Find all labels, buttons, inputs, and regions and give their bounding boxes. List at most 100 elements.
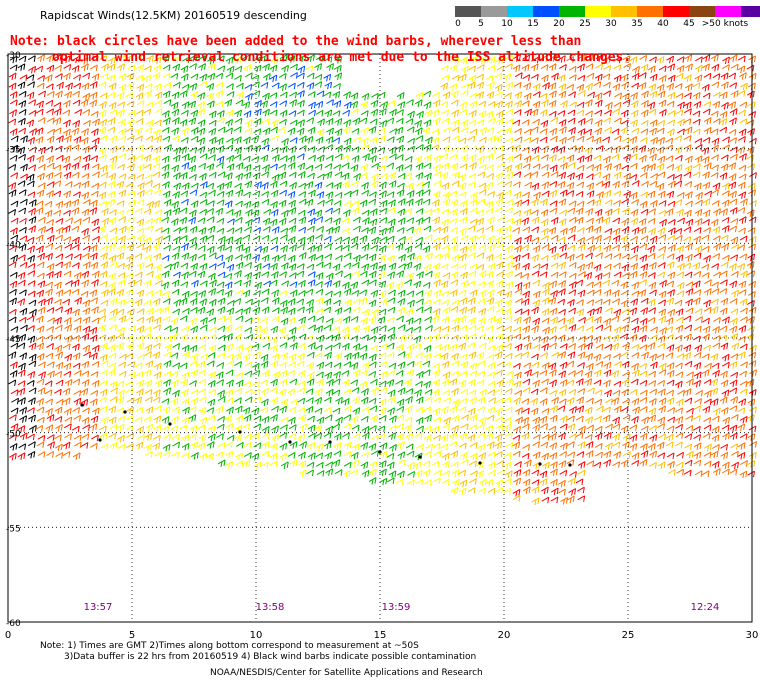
wind-barb [665, 441, 674, 449]
wind-barb [47, 370, 55, 379]
wind-barb [631, 352, 640, 359]
wind-barb [244, 452, 252, 459]
wind-barb [82, 261, 91, 269]
wind-barb [215, 405, 224, 414]
wind-barb [737, 55, 746, 63]
wind-barb [622, 371, 630, 378]
wind-barb [441, 379, 450, 387]
wind-barb [82, 299, 91, 308]
wind-barb [666, 297, 675, 306]
wind-barb [342, 342, 350, 351]
wind-barb [243, 279, 252, 288]
wind-barb [442, 460, 450, 469]
wind-barb [307, 126, 316, 135]
wind-barb [746, 90, 755, 99]
wind-barb [8, 379, 17, 387]
wind-barb [352, 298, 361, 306]
wind-barb [369, 136, 378, 145]
wind-barb [199, 181, 208, 189]
wind-barb [531, 353, 539, 360]
wind-barb [225, 118, 233, 127]
wind-barb [388, 171, 397, 180]
wind-barb [225, 254, 233, 263]
wind-barb [271, 425, 279, 434]
wind-barb [647, 342, 656, 350]
wind-barb [109, 441, 118, 450]
wind-barb [423, 353, 432, 361]
wind-barb [676, 245, 685, 253]
wind-barb [620, 406, 629, 414]
wind-barb [98, 126, 107, 135]
wind-barb [116, 396, 125, 404]
wind-barb [342, 244, 350, 252]
wind-barb [27, 270, 36, 277]
wind-barb [81, 416, 90, 425]
wind-barb [630, 119, 638, 127]
wind-barb [613, 271, 622, 279]
wind-barb [99, 396, 107, 404]
wind-barb [720, 234, 729, 242]
wind-barb [253, 351, 261, 359]
wind-barb [46, 108, 54, 115]
wind-barb [667, 110, 676, 117]
wind-barb [190, 135, 199, 143]
wind-barb [63, 362, 72, 371]
wind-barb [559, 126, 567, 134]
wind-barb [100, 171, 109, 179]
wind-barb [530, 108, 539, 117]
wind-barb [541, 496, 550, 504]
wind-barb [199, 199, 208, 206]
wind-barb [657, 342, 666, 350]
wind-barb [512, 227, 521, 234]
wind-barb [720, 261, 729, 269]
wind-barb [36, 325, 45, 334]
wind-barb [18, 55, 27, 63]
wind-barb [746, 64, 755, 72]
wind-barb [413, 226, 422, 235]
wind-barb [458, 182, 467, 190]
wind-barb [424, 450, 432, 458]
wind-barb [424, 109, 433, 118]
wind-barb [198, 344, 207, 351]
wind-barb [279, 432, 288, 439]
wind-barb [631, 199, 639, 206]
wind-barb [458, 487, 467, 496]
legend-color-bar [455, 6, 760, 17]
wind-barb [360, 101, 369, 109]
wind-barb [63, 163, 71, 171]
wind-barb [549, 307, 558, 316]
wind-barb [703, 424, 712, 431]
wind-barb [81, 227, 89, 236]
wind-barb [290, 459, 298, 468]
wind-barb [170, 425, 179, 432]
wind-barb [568, 281, 577, 289]
wind-barb [234, 109, 242, 118]
wind-barb [163, 379, 171, 387]
wind-barb [197, 442, 206, 450]
wind-barb [65, 280, 73, 287]
wind-barb [128, 109, 136, 118]
wind-barb [587, 387, 595, 394]
wind-barb [703, 306, 712, 314]
wind-barb [396, 227, 405, 234]
wind-barb [316, 334, 325, 343]
wind-barb [290, 342, 298, 350]
wind-barb [630, 208, 639, 217]
wind-barb [350, 164, 359, 172]
wind-barb [578, 271, 586, 278]
wind-barb [567, 423, 576, 431]
wind-barb [504, 290, 513, 299]
wind-barb [414, 243, 423, 250]
wind-barb [459, 325, 468, 332]
wind-barb [720, 208, 728, 216]
wind-barb [397, 307, 406, 315]
wind-barb [154, 379, 163, 388]
wind-barb [162, 406, 171, 414]
wind-barb [315, 100, 324, 109]
wind-barb [675, 324, 684, 333]
wind-barb [648, 108, 657, 116]
wind-barb [630, 254, 638, 261]
wind-barb [442, 272, 451, 279]
wind-barb [324, 279, 333, 288]
wind-barb [541, 362, 550, 370]
